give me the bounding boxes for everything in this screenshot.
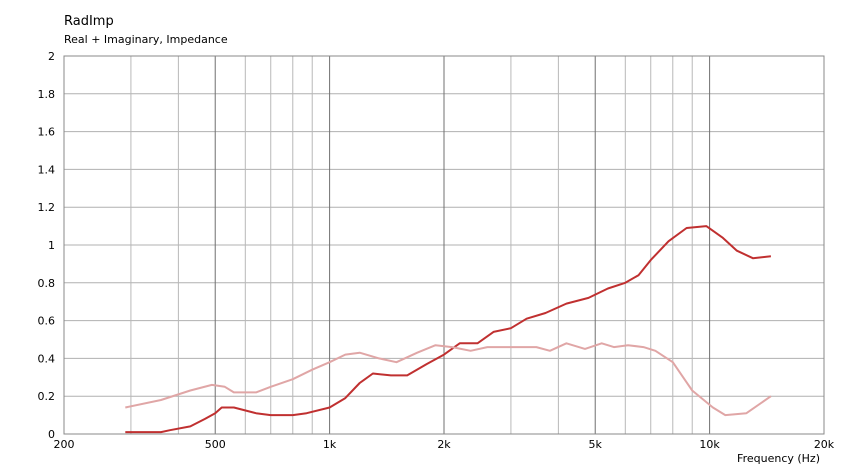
- grid: [63, 55, 825, 435]
- y-tick-label: 0.8: [38, 277, 56, 290]
- x-tick-label: 200: [54, 438, 75, 451]
- y-axis: 0 0.2 0.4 0.6 0.8 1 1.2 1.4 1.6 1.8 2: [38, 50, 56, 441]
- chart-subtitle: Real + Imaginary, Impedance: [64, 33, 228, 46]
- x-tick-label: 10k: [699, 438, 720, 451]
- y-tick-label: 1.2: [38, 201, 56, 214]
- plot-frame: [63, 55, 825, 435]
- y-tick-label: 0: [48, 428, 55, 441]
- y-tick-label: 0.4: [38, 352, 56, 365]
- series-group: [125, 225, 772, 434]
- y-tick-label: 0.2: [38, 390, 56, 403]
- y-tick-label: 0.6: [38, 315, 56, 328]
- y-tick-label: 1.8: [38, 88, 56, 101]
- x-tick-label: 5k: [589, 438, 603, 451]
- series-line-1: [125, 225, 772, 434]
- x-axis-label: Frequency (Hz): [737, 452, 820, 465]
- y-tick-label: 1: [48, 239, 55, 252]
- y-tick-label: 2: [48, 50, 55, 63]
- y-tick-label: 1.6: [38, 126, 56, 139]
- series-line-2: [125, 342, 772, 417]
- chart-title: RadImp: [64, 14, 114, 29]
- x-axis: 200 500 1k 2k 5k 10k 20k: [54, 438, 835, 451]
- x-tick-label: 1k: [323, 438, 337, 451]
- x-tick-label: 500: [205, 438, 226, 451]
- y-tick-label: 1.4: [38, 163, 56, 176]
- x-tick-label: 2k: [437, 438, 451, 451]
- x-tick-label: 20k: [814, 438, 835, 451]
